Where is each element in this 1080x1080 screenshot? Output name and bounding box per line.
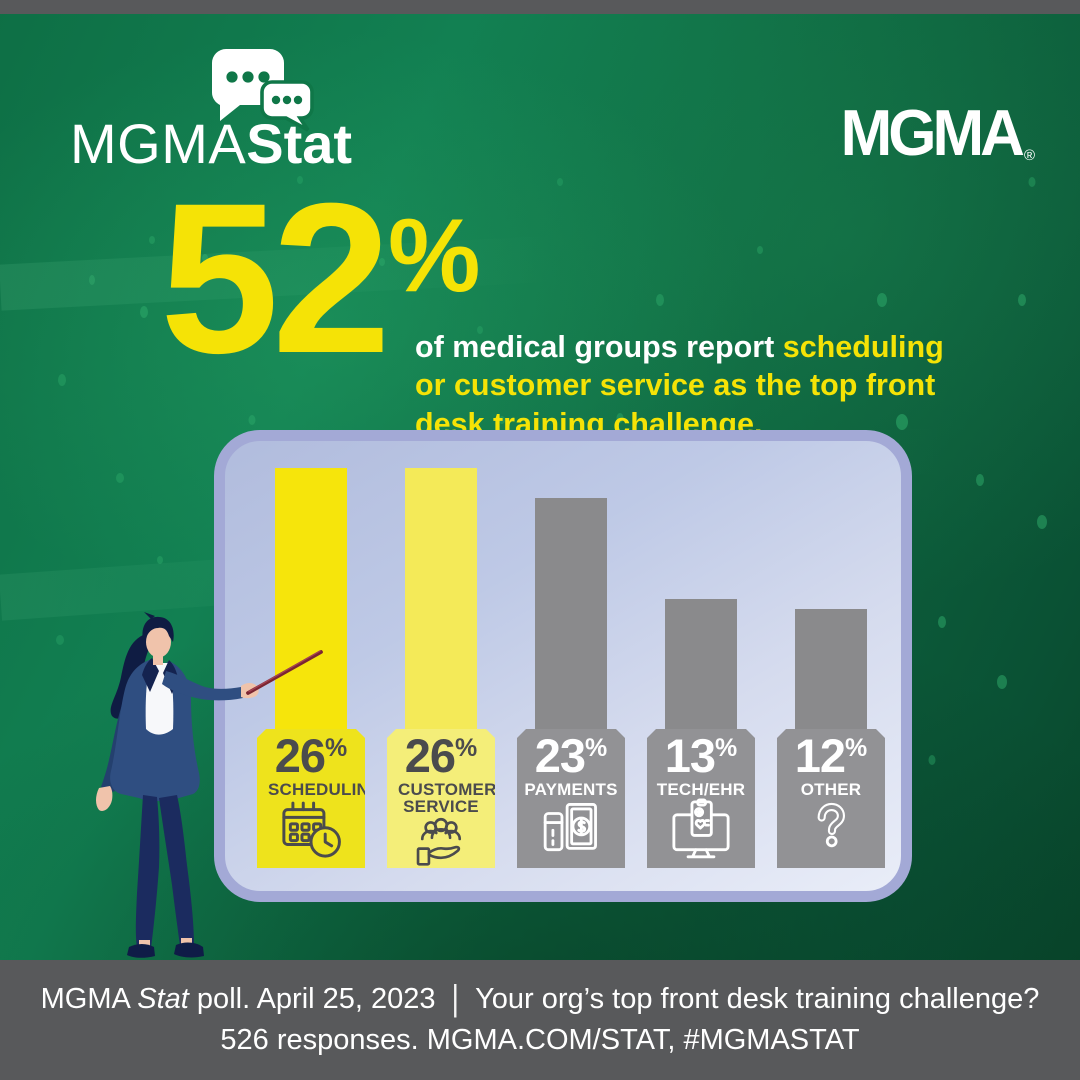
footer-brand: MGMA — [40, 983, 138, 1015]
bar-pedestal-other: 12% OTHER — [777, 729, 885, 868]
calendar-clock-icon — [279, 798, 343, 860]
chart-panel: 26% SCHEDULING 26% CUSTOMER SERVICE 23% PAYME… — [214, 430, 912, 902]
tech-ehr-icon — [669, 798, 733, 860]
bar-category: SCHEDULING — [268, 779, 383, 799]
bar-pedestal-customer-service: 26% CUSTOMER SERVICE — [387, 729, 495, 868]
bar-pedestal-tech-ehr: 13% TECH/EHR — [647, 729, 755, 868]
footer: MGMA Stat poll. April 25, 2023 | Your org’… — [0, 960, 1080, 1080]
bar-value: 23% — [534, 729, 608, 782]
bar-category: OTHER — [800, 779, 862, 799]
bar-pedestal-payments: 23% PAYMENTS — [517, 729, 625, 868]
top-strip — [0, 0, 1080, 14]
footer-question: Your org’s top front desk training chall… — [475, 983, 1040, 1015]
bar-pedestal-scheduling: 26% SCHEDULING — [257, 729, 365, 868]
footer-separator: | — [451, 978, 460, 1019]
bar-column-tech-ehr — [665, 599, 737, 739]
bar-chart: 26% SCHEDULING 26% CUSTOMER SERVICE 23% PAYME… — [225, 441, 901, 891]
bar-category: TECH/EHR — [656, 779, 746, 799]
registered-mark: ® — [1023, 147, 1035, 164]
chat-bubbles-icon — [211, 49, 314, 132]
bar-category: CUSTOMER SERVICE — [398, 779, 497, 817]
footer-line1: MGMA Stat poll. April 25, 2023 | Your org’… — [40, 979, 1040, 1019]
headline-value: 52 — [160, 159, 391, 398]
footer-poll-date: poll. April 25, 2023 — [188, 983, 436, 1015]
headline-stat: 52 % — [160, 159, 481, 398]
mgma-stat-wordmark: MGMAStat — [70, 116, 352, 172]
bar-value: 12% — [794, 729, 868, 782]
customer-service-icon — [410, 816, 472, 874]
bar-value: 13% — [664, 729, 738, 782]
bar-column-other — [795, 609, 867, 739]
bar-column-customer-service — [405, 468, 477, 739]
headline-text: of medical groups report scheduling or c… — [415, 328, 955, 444]
mgma-stat-logo: MGMAStat — [70, 40, 370, 172]
mgma-logo-text: MGMA — [840, 97, 1025, 170]
headline-text-white: of medical groups report — [415, 329, 783, 364]
wordmark-stat: Stat — [246, 112, 353, 175]
bar-column-payments — [535, 498, 607, 739]
bar-column-scheduling — [275, 468, 347, 739]
footer-brand-stat: Stat — [137, 983, 189, 1015]
mgma-logo: MGMA ® — [840, 97, 1035, 170]
payments-icon — [540, 798, 602, 860]
percent-sign: % — [388, 198, 481, 314]
wordmark-mgma: MGMA — [70, 112, 247, 175]
footer-line2: 526 responses. MGMA.COM/STAT, #MGMASTAT — [220, 1024, 860, 1056]
bar-value: 26% — [274, 729, 348, 782]
question-mark-icon — [803, 798, 859, 858]
bar-category: PAYMENTS — [524, 779, 618, 799]
bar-value: 26% — [404, 729, 478, 782]
